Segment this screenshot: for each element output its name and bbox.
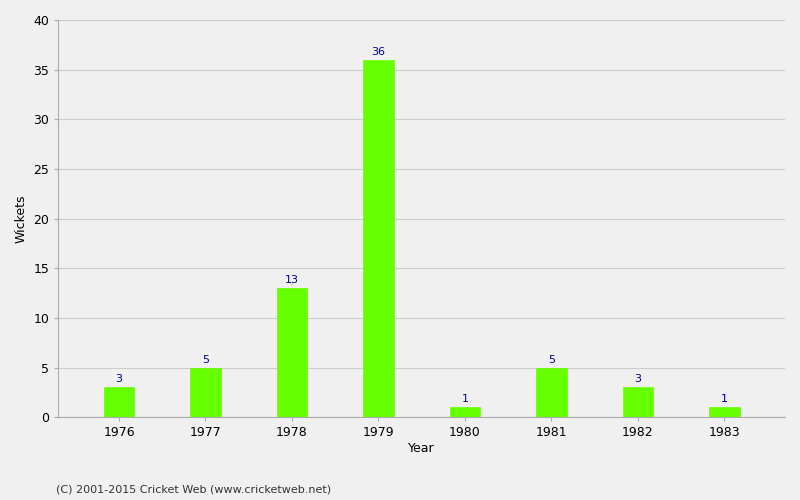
Text: (C) 2001-2015 Cricket Web (www.cricketweb.net): (C) 2001-2015 Cricket Web (www.cricketwe… <box>56 485 331 495</box>
Text: 3: 3 <box>634 374 642 384</box>
Bar <box>710 408 739 417</box>
Text: 1: 1 <box>721 394 728 404</box>
Bar <box>277 288 307 417</box>
X-axis label: Year: Year <box>409 442 435 455</box>
Bar <box>190 368 221 417</box>
Bar <box>536 368 566 417</box>
Text: 1: 1 <box>462 394 469 404</box>
Bar <box>363 60 394 417</box>
Y-axis label: Wickets: Wickets <box>15 194 28 243</box>
Text: 36: 36 <box>371 46 386 56</box>
Text: 5: 5 <box>548 354 555 364</box>
Text: 13: 13 <box>285 275 299 285</box>
Bar <box>450 408 480 417</box>
Text: 5: 5 <box>202 354 209 364</box>
Text: 3: 3 <box>115 374 122 384</box>
Bar <box>104 388 134 417</box>
Bar <box>623 388 653 417</box>
